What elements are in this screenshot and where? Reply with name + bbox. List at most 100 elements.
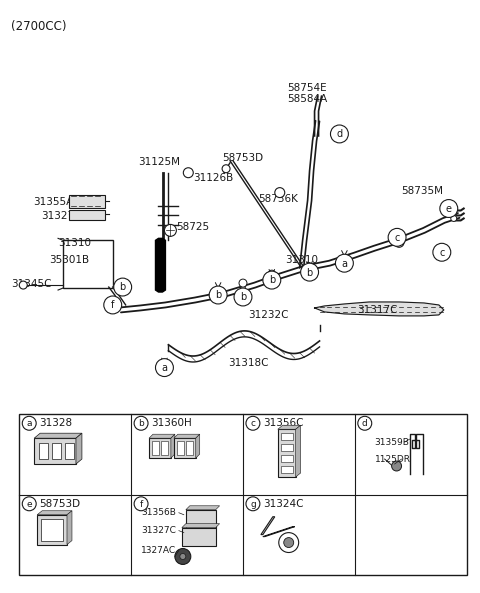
Text: 31125M: 31125M xyxy=(139,157,180,167)
Circle shape xyxy=(214,288,222,296)
Circle shape xyxy=(246,497,260,511)
Text: 58725: 58725 xyxy=(176,222,209,232)
Text: g: g xyxy=(250,499,256,509)
Circle shape xyxy=(451,206,457,212)
Text: 1327AC: 1327AC xyxy=(141,546,176,555)
Text: a: a xyxy=(161,363,168,373)
FancyBboxPatch shape xyxy=(63,240,113,288)
Circle shape xyxy=(263,271,281,289)
Polygon shape xyxy=(296,425,300,477)
Circle shape xyxy=(156,359,173,377)
Text: e: e xyxy=(26,499,32,509)
Polygon shape xyxy=(174,434,200,438)
Polygon shape xyxy=(67,511,72,544)
Polygon shape xyxy=(171,434,175,458)
Text: f: f xyxy=(111,300,114,310)
Polygon shape xyxy=(76,433,82,464)
Text: d: d xyxy=(362,419,368,428)
FancyBboxPatch shape xyxy=(19,415,467,575)
FancyBboxPatch shape xyxy=(149,438,171,458)
Text: 31356B: 31356B xyxy=(141,508,176,517)
Circle shape xyxy=(183,168,193,178)
Circle shape xyxy=(394,237,404,247)
Polygon shape xyxy=(149,434,175,438)
FancyBboxPatch shape xyxy=(281,444,293,451)
Polygon shape xyxy=(182,524,220,528)
FancyBboxPatch shape xyxy=(69,195,105,208)
FancyBboxPatch shape xyxy=(186,441,193,455)
Text: 58584A: 58584A xyxy=(287,94,327,104)
Text: c: c xyxy=(439,248,444,257)
FancyBboxPatch shape xyxy=(281,466,293,473)
Text: 58753D: 58753D xyxy=(222,153,263,163)
Circle shape xyxy=(104,296,122,314)
Text: 31232C: 31232C xyxy=(248,310,288,320)
Text: 31345C: 31345C xyxy=(12,279,52,289)
Text: d: d xyxy=(336,129,343,139)
Polygon shape xyxy=(156,238,166,292)
Circle shape xyxy=(392,461,402,471)
Circle shape xyxy=(358,416,372,431)
FancyBboxPatch shape xyxy=(52,443,61,459)
FancyBboxPatch shape xyxy=(152,441,159,455)
Circle shape xyxy=(134,416,148,431)
Circle shape xyxy=(222,165,230,173)
Text: 58735M: 58735M xyxy=(401,186,443,196)
Polygon shape xyxy=(37,511,72,515)
Circle shape xyxy=(19,281,27,289)
Circle shape xyxy=(175,549,191,565)
Text: e: e xyxy=(446,204,452,214)
Circle shape xyxy=(134,497,148,511)
Text: 31328: 31328 xyxy=(39,418,72,428)
Polygon shape xyxy=(261,517,275,535)
Text: 31327C: 31327C xyxy=(141,526,176,535)
Circle shape xyxy=(209,286,227,304)
Text: b: b xyxy=(120,282,126,292)
Polygon shape xyxy=(196,434,200,458)
Text: 31310: 31310 xyxy=(58,238,91,248)
Text: b: b xyxy=(138,419,144,428)
Text: b: b xyxy=(306,267,312,278)
Circle shape xyxy=(165,224,176,237)
FancyBboxPatch shape xyxy=(278,429,296,477)
Circle shape xyxy=(433,243,451,261)
Text: 58753D: 58753D xyxy=(39,499,80,509)
Text: 31318C: 31318C xyxy=(228,358,269,368)
FancyBboxPatch shape xyxy=(39,443,48,459)
Circle shape xyxy=(339,257,349,267)
Polygon shape xyxy=(186,506,220,510)
Circle shape xyxy=(275,187,285,197)
FancyBboxPatch shape xyxy=(34,438,76,464)
Text: 31355A: 31355A xyxy=(33,197,73,206)
FancyBboxPatch shape xyxy=(65,443,74,459)
Polygon shape xyxy=(278,425,300,429)
FancyBboxPatch shape xyxy=(37,515,67,544)
Polygon shape xyxy=(263,527,295,537)
Text: 58754E: 58754E xyxy=(287,83,326,93)
Circle shape xyxy=(451,215,457,221)
Text: 31126B: 31126B xyxy=(193,173,234,183)
Circle shape xyxy=(180,553,186,559)
Circle shape xyxy=(22,497,36,511)
Circle shape xyxy=(234,288,252,306)
Text: 58736K: 58736K xyxy=(258,193,298,203)
Text: b: b xyxy=(240,292,246,302)
Text: f: f xyxy=(140,499,143,509)
FancyBboxPatch shape xyxy=(182,528,216,546)
Text: (2700CC): (2700CC) xyxy=(12,20,67,33)
FancyBboxPatch shape xyxy=(41,519,63,541)
Circle shape xyxy=(300,263,319,281)
FancyBboxPatch shape xyxy=(281,433,293,440)
Circle shape xyxy=(330,125,348,143)
Polygon shape xyxy=(314,302,444,316)
Circle shape xyxy=(279,533,299,553)
FancyBboxPatch shape xyxy=(186,510,216,528)
Text: 31317C: 31317C xyxy=(357,305,398,315)
Circle shape xyxy=(114,278,132,296)
Circle shape xyxy=(284,538,294,547)
FancyBboxPatch shape xyxy=(174,438,196,458)
Text: a: a xyxy=(341,259,348,269)
Polygon shape xyxy=(34,433,82,438)
Circle shape xyxy=(22,416,36,431)
Circle shape xyxy=(336,254,353,272)
